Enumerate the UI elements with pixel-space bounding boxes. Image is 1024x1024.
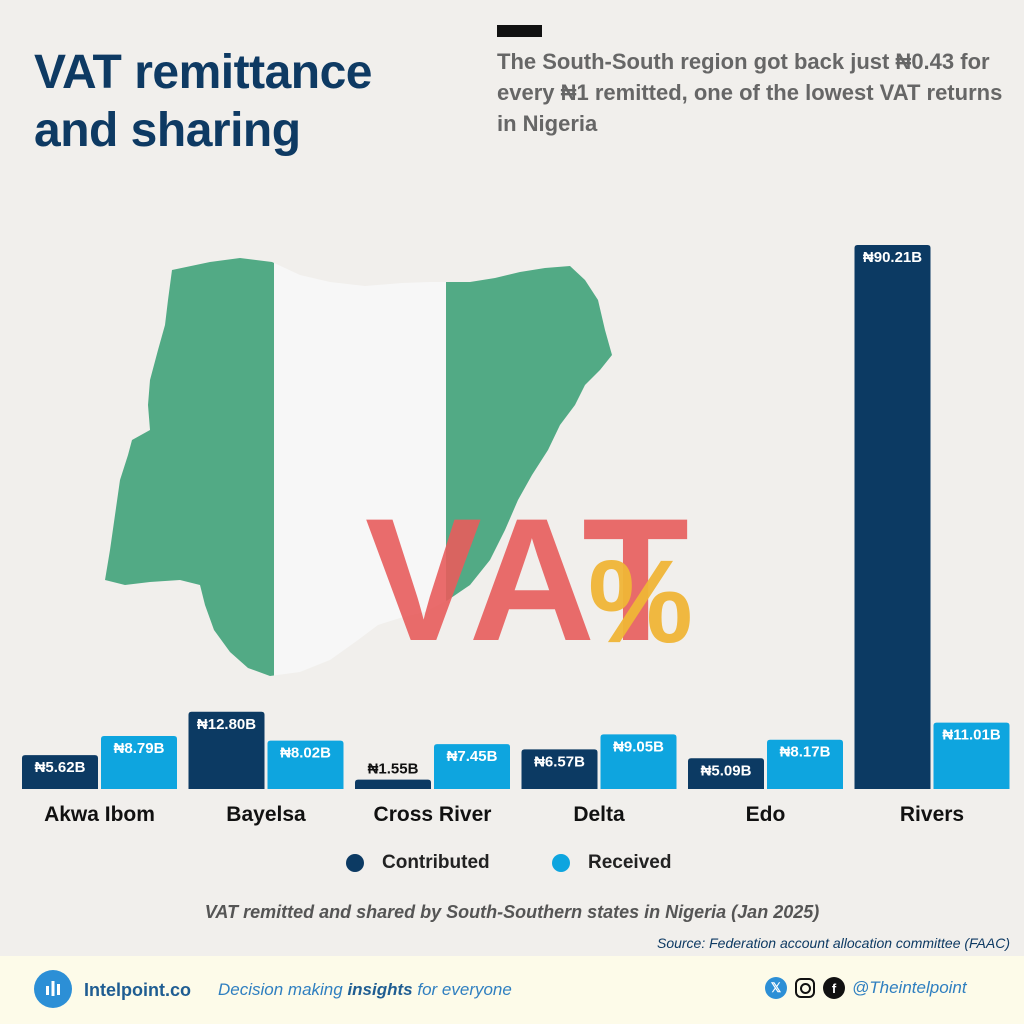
data-label-contributed-akwa-ibom: ₦5.62B	[35, 759, 86, 776]
bar-received-akwa-ibom	[101, 735, 177, 789]
category-label-cross-river: Cross River	[374, 803, 492, 826]
facebook-icon[interactable]: f	[823, 977, 845, 999]
bar-contributed-bayelsa	[188, 711, 265, 789]
legend-label-received: Received	[588, 852, 672, 873]
brand-name[interactable]: Intelpoint.co	[84, 980, 191, 1000]
bar-contributed-edo	[688, 758, 764, 789]
vat-graphic-text: VAT	[365, 483, 689, 678]
bar-contributed-rivers	[854, 245, 931, 789]
legend-item-received: Received	[552, 852, 671, 874]
bar-received-delta	[600, 734, 677, 789]
accent-bar	[497, 25, 542, 37]
bar-received-rivers	[933, 722, 1010, 789]
data-label-contributed-delta: ₦6.57B	[534, 753, 585, 770]
social-icons: 𝕏 f	[765, 977, 845, 999]
page-subtitle: The South-South region got back just ₦0.…	[497, 49, 1003, 136]
social-handle[interactable]: @Theintelpoint	[852, 978, 967, 997]
bar-chart: VAT % ₦5.62B ₦8.79B Akwa Ibom ₦12.80B ₦8.02B…	[22, 245, 1010, 826]
flag-white-middle	[274, 258, 446, 676]
instagram-icon[interactable]	[795, 978, 815, 998]
data-label-contributed-rivers: ₦90.21B	[863, 249, 922, 266]
bar-received-edo	[767, 739, 843, 789]
source-note: Source: Federation account allocation co…	[656, 935, 1010, 951]
x-icon[interactable]: 𝕏	[765, 977, 787, 999]
category-label-edo: Edo	[746, 803, 786, 826]
data-label-received-rivers: ₦11.01B	[942, 727, 1001, 744]
data-label-contributed-cross-river: ₦1.55B	[368, 761, 419, 778]
chart-caption: VAT remitted and shared by South-Souther…	[204, 902, 820, 922]
vat-percent-icon: VAT %	[365, 483, 693, 678]
legend: Contributed Received	[0, 852, 1024, 882]
percent-graphic-glyph: %	[588, 536, 693, 668]
category-label-akwa-ibom: Akwa Ibom	[44, 803, 155, 826]
legend-swatch-contributed	[346, 854, 364, 872]
tagline: Decision making insights for everyone	[218, 980, 512, 999]
data-label-contributed-bayelsa: ₦12.80B	[197, 716, 256, 733]
bar-contributed-cross-river	[355, 779, 431, 789]
legend-label-contributed: Contributed	[382, 852, 490, 873]
intelpoint-logo-icon	[34, 970, 72, 1008]
footer: Intelpoint.co Decision making insights f…	[0, 956, 1024, 1024]
category-label-delta: Delta	[573, 803, 625, 826]
flag-green-left	[105, 258, 274, 676]
category-label-rivers: Rivers	[900, 803, 964, 826]
data-label-contributed-edo: ₦5.09B	[701, 762, 752, 779]
legend-swatch-received	[552, 854, 570, 872]
legend-item-contributed: Contributed	[346, 852, 490, 874]
category-label-bayelsa: Bayelsa	[226, 803, 306, 826]
data-label-received-cross-river: ₦7.45B	[447, 748, 498, 765]
bar-received-cross-river	[434, 744, 510, 789]
data-label-received-akwa-ibom: ₦8.79B	[114, 740, 165, 757]
bar-received-bayelsa	[267, 740, 344, 789]
data-label-received-edo: ₦8.17B	[780, 744, 831, 761]
page-title: VAT remittance and sharing	[34, 46, 372, 157]
data-label-received-delta: ₦9.05B	[613, 738, 664, 755]
bar-contributed-delta	[521, 749, 598, 789]
bars-layer: ₦5.62B ₦8.79B Akwa Ibom ₦12.80B ₦8.02B Bayels…	[22, 245, 1010, 826]
bar-contributed-akwa-ibom	[22, 755, 98, 789]
data-label-received-bayelsa: ₦8.02B	[280, 745, 331, 762]
